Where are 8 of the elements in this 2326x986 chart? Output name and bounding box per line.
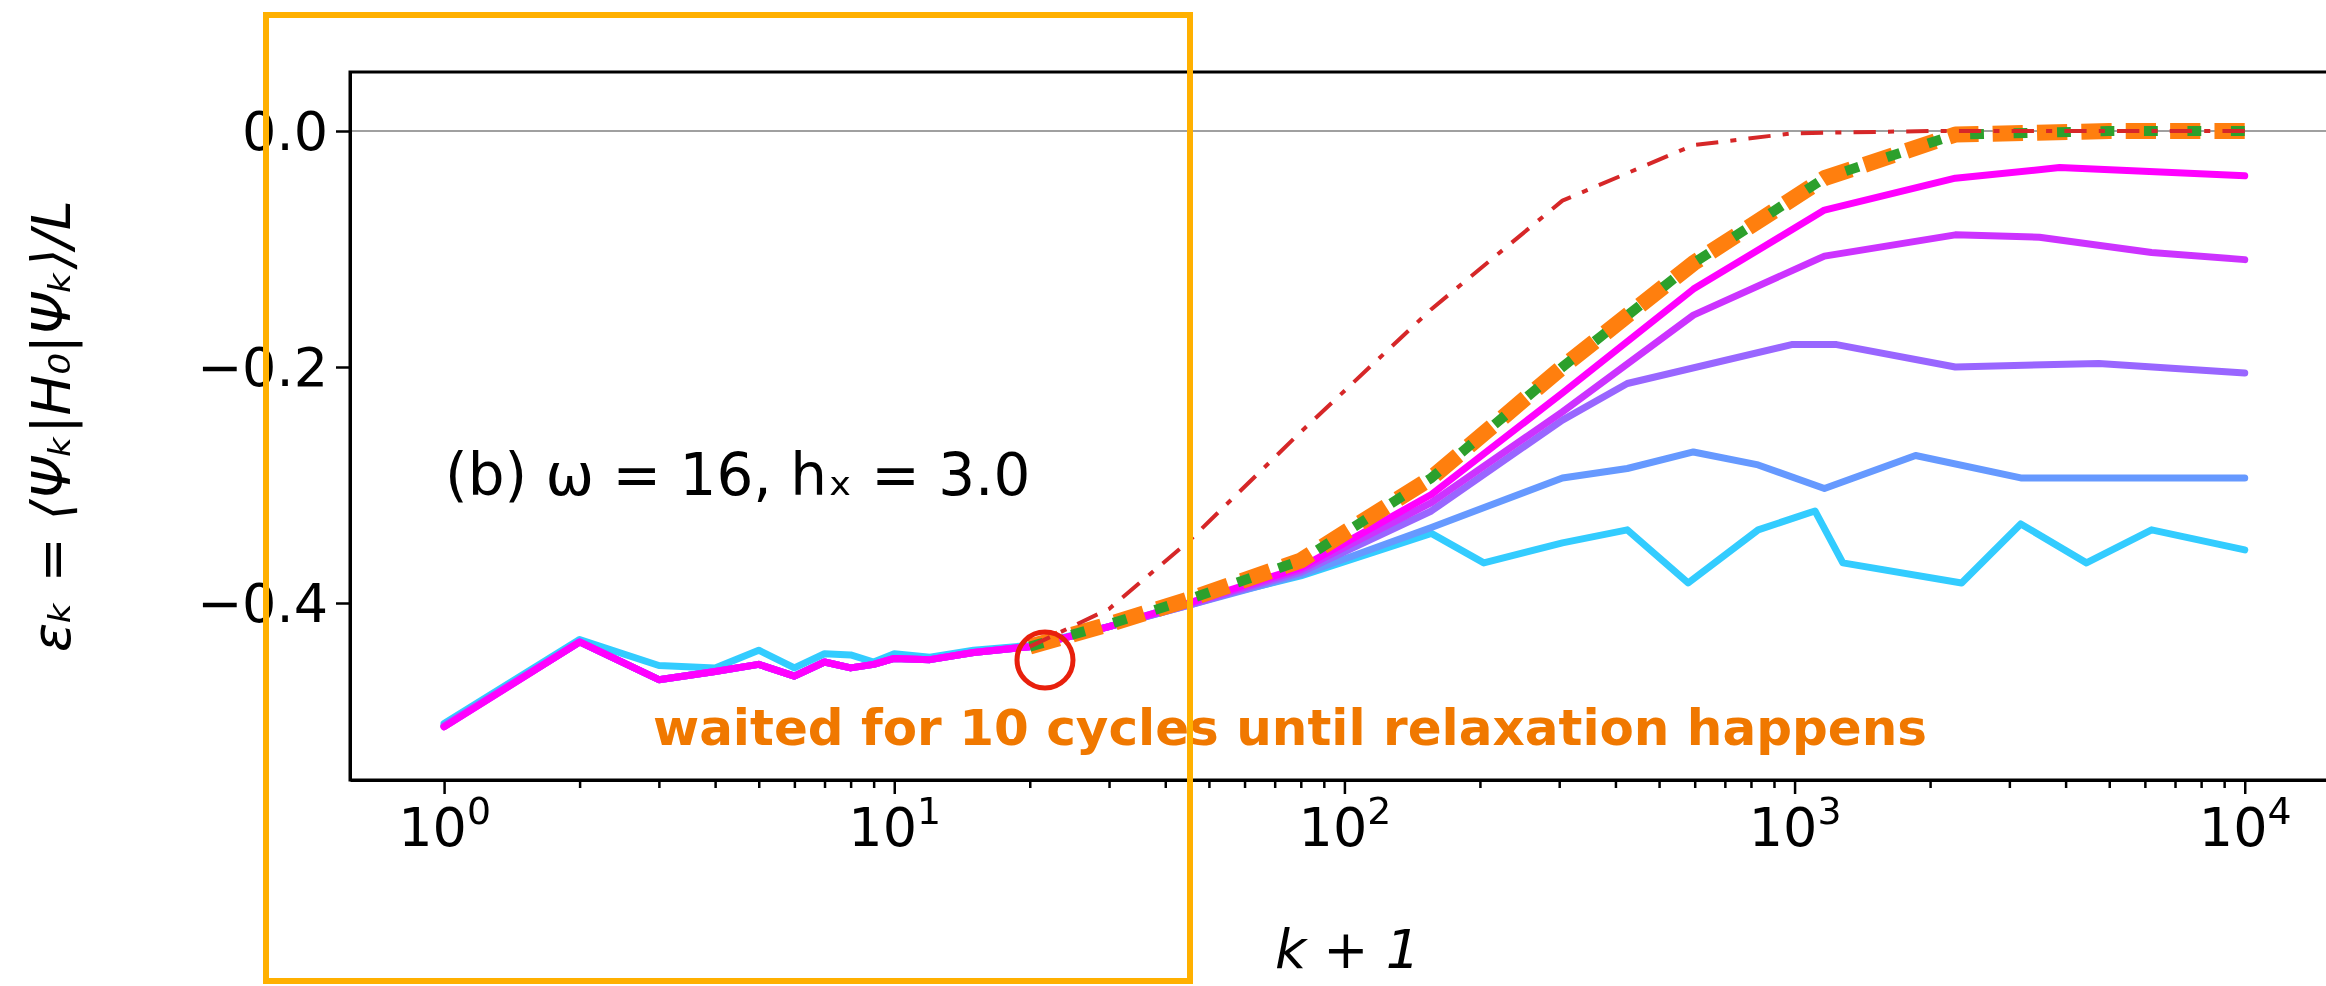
y-axis-title: εₖ = ⟨Ψₖ|H₀|Ψₖ⟩/L — [20, 200, 83, 652]
x-tick-label: 10$^{0}$ — [398, 788, 491, 859]
x-tick-label: 10$^{2}$ — [1298, 788, 1392, 859]
x-tick-label: 10$^{1}$ — [848, 788, 942, 859]
annotation: (b) ω = 16, hₓ = 3.0 — [445, 441, 1031, 509]
x-tick-label: 10$^{4}$ — [2198, 788, 2292, 859]
x-axis-title: k + 1 — [1274, 918, 1421, 981]
x-tick-label: 10$^{3}$ — [1748, 788, 1842, 859]
